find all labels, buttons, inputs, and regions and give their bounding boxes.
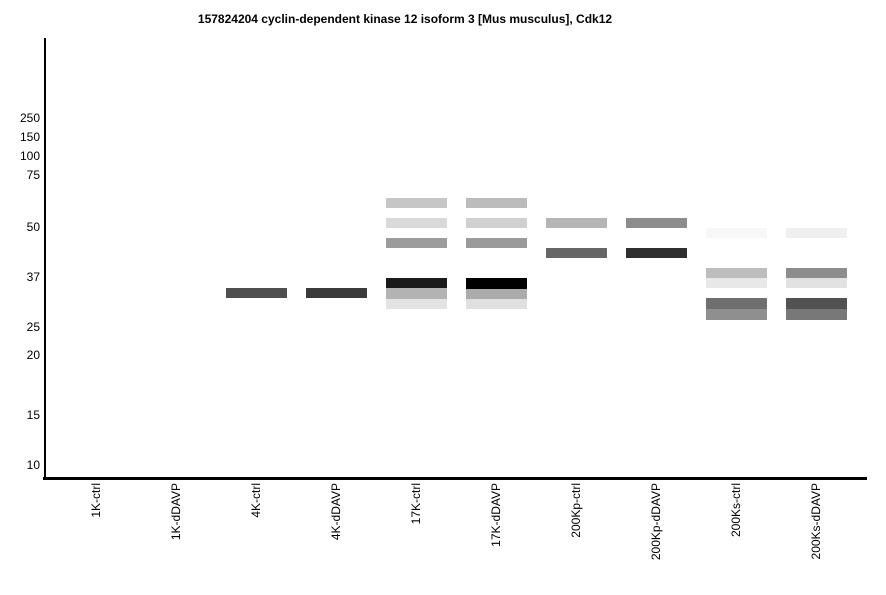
x-tick-label-200Kp-dDAVP: 200Kp-dDAVP xyxy=(649,483,663,561)
x-tick-label-200Ks-ctrl: 200Ks-ctrl xyxy=(729,483,743,538)
blot-band-200Kp-dDAVP xyxy=(625,248,687,258)
y-tick-label-150: 150 xyxy=(19,130,40,144)
blot-band-17K-ctrl xyxy=(385,238,447,248)
x-tick-label-4K-ctrl: 4K-ctrl xyxy=(249,483,263,518)
x-tick-label-17K-dDAVP: 17K-dDAVP xyxy=(489,483,503,547)
x-tick-label-17K-ctrl: 17K-ctrl xyxy=(409,483,423,525)
blot-band-17K-dDAVP xyxy=(465,289,527,299)
blot-band-200Kp-ctrl xyxy=(545,248,607,258)
x-tick-label-200Kp-ctrl: 200Kp-ctrl xyxy=(569,483,583,538)
y-tick-label-10: 10 xyxy=(26,458,40,472)
blot-band-200Kp-ctrl xyxy=(545,218,607,228)
y-tick-label-75: 75 xyxy=(26,168,40,182)
blot-band-200Ks-ctrl xyxy=(705,309,767,320)
x-tick-label-1K-ctrl: 1K-ctrl xyxy=(89,483,103,518)
blot-band-200Ks-dDAVP xyxy=(785,298,847,309)
y-tick-label-15: 15 xyxy=(26,408,40,422)
blot-band-17K-dDAVP xyxy=(465,278,527,289)
x-tick-label-1K-dDAVP: 1K-dDAVP xyxy=(169,483,183,541)
blot-band-4K-dDAVP xyxy=(305,288,367,298)
blot-band-17K-ctrl xyxy=(385,299,447,309)
blot-band-200Ks-dDAVP xyxy=(785,268,847,278)
y-tick-label-50: 50 xyxy=(26,220,40,234)
y-axis-line xyxy=(44,38,46,480)
blot-band-17K-ctrl xyxy=(385,218,447,228)
chart-title: 157824204 cyclin-dependent kinase 12 iso… xyxy=(197,12,613,26)
blot-band-200Ks-ctrl xyxy=(705,298,767,309)
blot-band-17K-dDAVP xyxy=(465,299,527,309)
y-tick-label-100: 100 xyxy=(19,149,40,163)
blot-band-200Ks-ctrl xyxy=(705,278,767,288)
x-axis-line xyxy=(43,477,867,480)
blot-band-17K-dDAVP xyxy=(465,238,527,248)
blot-band-17K-dDAVP xyxy=(465,198,527,208)
x-tick-label-200Ks-dDAVP: 200Ks-dDAVP xyxy=(809,483,823,560)
blot-band-17K-ctrl xyxy=(385,198,447,208)
blot-band-17K-dDAVP xyxy=(465,218,527,228)
blot-band-200Ks-dDAVP xyxy=(785,278,847,288)
y-tick-label-37: 37 xyxy=(26,270,40,284)
y-tick-label-25: 25 xyxy=(26,320,40,334)
blot-band-200Ks-ctrl xyxy=(705,228,767,238)
blot-band-200Ks-dDAVP xyxy=(785,309,847,320)
y-tick-label-250: 250 xyxy=(19,111,40,125)
x-tick-label-4K-dDAVP: 4K-dDAVP xyxy=(329,483,343,541)
blot-band-4K-ctrl xyxy=(225,288,287,298)
blot-band-200Kp-dDAVP xyxy=(625,218,687,228)
blot-band-17K-ctrl xyxy=(385,288,447,299)
blot-band-200Ks-dDAVP xyxy=(785,228,847,238)
y-tick-label-20: 20 xyxy=(26,348,40,362)
blot-band-17K-ctrl xyxy=(385,278,447,288)
blot-band-200Ks-ctrl xyxy=(705,268,767,278)
